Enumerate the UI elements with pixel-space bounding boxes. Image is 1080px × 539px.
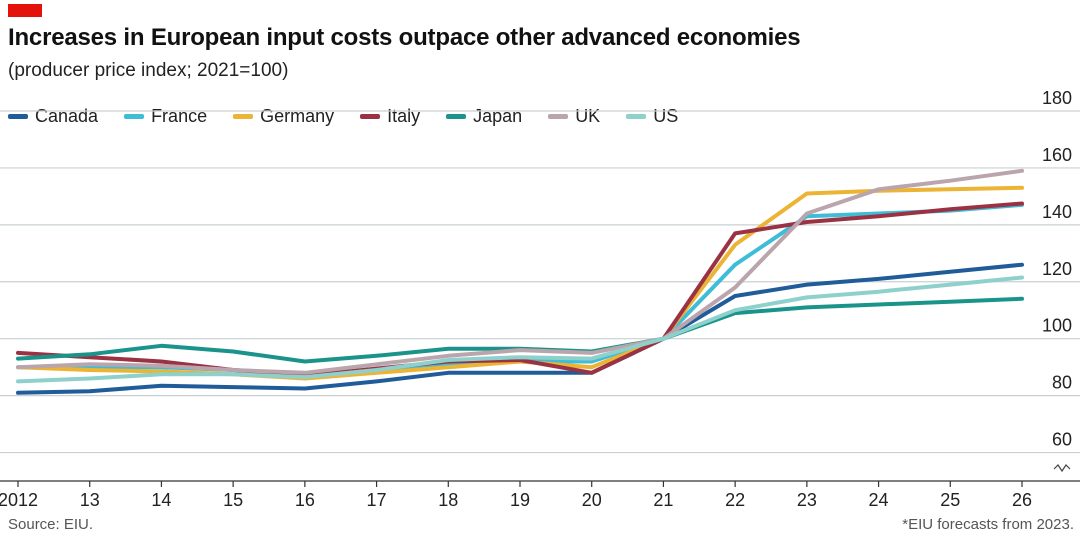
- x-tick-label-2019: 19: [510, 490, 530, 510]
- series-line-us: [16, 275, 1024, 384]
- x-tick-label-2016: 16: [295, 490, 315, 510]
- chart-subtitle: (producer price index; 2021=100): [8, 60, 289, 81]
- brand-tag: [8, 4, 42, 17]
- legend-swatch-uk: [548, 113, 569, 119]
- legend-swatch-france: [124, 113, 145, 119]
- y-tick-label-60: 60: [1052, 430, 1072, 450]
- y-tick-label-80: 80: [1052, 373, 1072, 393]
- y-tick-label-180: 180: [1042, 88, 1072, 108]
- y-tick-label-120: 120: [1042, 259, 1072, 279]
- y-tick-label-160: 160: [1042, 145, 1072, 165]
- legend-swatch-us: [626, 113, 647, 119]
- y-tick-label-140: 140: [1042, 202, 1072, 222]
- series-line-canada: [16, 262, 1024, 395]
- x-tick-label-2018: 18: [438, 490, 458, 510]
- x-tick-label-2021: 21: [653, 490, 673, 510]
- legend-swatch-italy: [360, 113, 381, 119]
- y-tick-label-100: 100: [1042, 316, 1072, 336]
- x-tick-label-2026: 26: [1012, 490, 1032, 510]
- series-line-italy: [16, 201, 1024, 378]
- x-tick-label-2013: 13: [80, 490, 100, 510]
- x-tick-label-2020: 20: [582, 490, 602, 510]
- x-tick-label-2012: 2012: [0, 490, 38, 510]
- legend-swatch-japan: [446, 113, 467, 119]
- x-tick-label-2024: 24: [869, 490, 889, 510]
- x-tick-label-2015: 15: [223, 490, 243, 510]
- chart-title: Increases in European input costs outpac…: [8, 24, 801, 51]
- legend-swatch-canada: [8, 113, 28, 119]
- source-note: Source: EIU.: [8, 516, 94, 533]
- x-tick-label-2014: 14: [151, 490, 171, 510]
- series-line-uk: [16, 168, 1024, 375]
- x-tick-label-2022: 22: [725, 490, 745, 510]
- forecast-note: *EIU forecasts from 2023.: [902, 516, 1074, 533]
- x-tick-label-2017: 17: [367, 490, 387, 510]
- axis-break-icon: [1053, 464, 1071, 473]
- x-tick-label-2023: 23: [797, 490, 817, 510]
- legend-swatch-germany: [233, 113, 254, 119]
- x-tick-label-2025: 25: [940, 490, 960, 510]
